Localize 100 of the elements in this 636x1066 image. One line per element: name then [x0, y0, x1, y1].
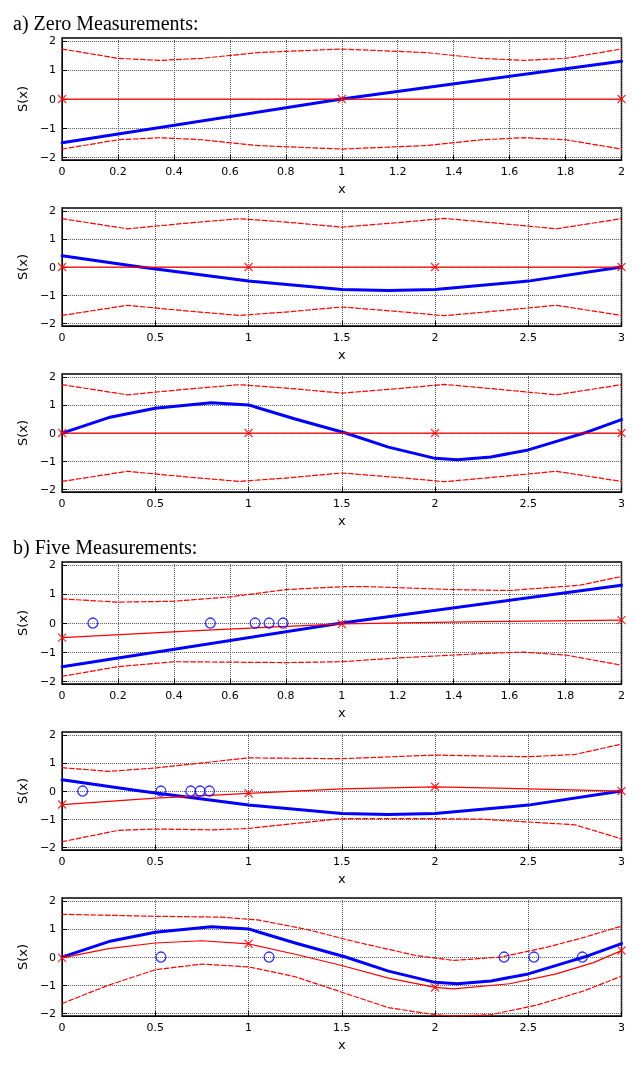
x-axis-title: x — [337, 347, 346, 362]
line-series — [61, 619, 623, 639]
point — [76, 785, 89, 797]
point — [576, 951, 588, 963]
x-tick-label: 1.8 — [556, 165, 575, 179]
y-tick-label: 0 — [49, 950, 57, 964]
line-series — [60, 254, 623, 292]
point — [155, 785, 167, 797]
x-tick-label: 0 — [58, 497, 66, 511]
x-tick-label: 0.4 — [165, 689, 183, 703]
x-tick-label: 2.5 — [519, 497, 538, 511]
x-tick-label: 0.6 — [221, 689, 239, 703]
x-tick-label: 1.4 — [444, 689, 463, 703]
y-tick-label: −1 — [39, 288, 57, 302]
point — [249, 617, 261, 629]
x-tick-label: 2 — [618, 165, 625, 179]
line-series — [61, 470, 623, 483]
x-tick-label: 2 — [618, 689, 625, 703]
x-tick-label: 0.5 — [146, 1021, 165, 1035]
x-tick-label: 2.5 — [519, 1021, 538, 1035]
x-tick-label: 1 — [338, 165, 346, 179]
x-tick-label: 1 — [245, 855, 253, 869]
point — [57, 953, 67, 963]
x-tick-label: 0.5 — [146, 855, 165, 869]
point — [277, 617, 289, 629]
point — [337, 619, 347, 629]
line-series — [60, 925, 623, 986]
y-tick-label: −2 — [39, 840, 57, 854]
point — [194, 785, 206, 797]
point — [263, 617, 275, 629]
line-series — [61, 651, 623, 677]
y-tick-label: 2 — [49, 370, 57, 384]
x-axis-title: x — [337, 513, 346, 528]
x-tick-label: 1.6 — [500, 689, 519, 703]
y-tick-label: −1 — [39, 121, 57, 135]
x-tick-label: 1.5 — [333, 1021, 351, 1035]
chart-title: a) Zero Measurements: — [13, 12, 199, 35]
x-tick-label: 3 — [618, 331, 625, 345]
x-tick-label: 1.6 — [500, 165, 519, 179]
y-tick-label: −1 — [39, 645, 57, 659]
y-axis-title: S(x) — [15, 944, 30, 971]
line-series — [61, 818, 623, 843]
x-tick-label: 1 — [245, 497, 253, 511]
line-series — [61, 217, 623, 230]
x-tick-label: 1.5 — [333, 855, 351, 869]
y-tick-label: −1 — [39, 812, 57, 826]
point — [203, 785, 216, 797]
x-axis-title: x — [337, 1037, 346, 1052]
x-tick-label: 1.2 — [389, 689, 407, 703]
y-tick-label: −1 — [39, 978, 57, 992]
point — [57, 632, 67, 643]
point — [616, 615, 627, 625]
chart-title: b) Five Measurements: — [13, 536, 198, 559]
point — [263, 951, 275, 963]
x-tick-label: 2.5 — [519, 331, 538, 345]
y-tick-label: −2 — [39, 316, 57, 330]
x-tick-label: 1 — [338, 689, 346, 703]
line-series — [60, 778, 623, 816]
y-axis-title: S(x) — [15, 86, 30, 113]
x-tick-label: 1.8 — [556, 689, 575, 703]
x-tick-label: 1.2 — [389, 165, 407, 179]
y-axis-title: S(x) — [15, 778, 30, 805]
x-tick-label: 1.5 — [333, 497, 351, 511]
line-series — [61, 137, 623, 150]
x-tick-label: 0 — [58, 1021, 66, 1035]
x-tick-label: 1.5 — [333, 331, 351, 345]
x-tick-label: 0.8 — [277, 165, 295, 179]
point — [243, 939, 254, 949]
y-tick-label: 2 — [49, 728, 57, 742]
x-tick-label: 0 — [58, 689, 66, 703]
y-tick-label: 2 — [49, 34, 57, 48]
line-series — [61, 575, 623, 603]
y-tick-label: 2 — [49, 558, 57, 572]
line-series — [61, 383, 623, 396]
x-tick-label: 3 — [618, 497, 625, 511]
line-series — [61, 48, 623, 61]
line-series — [61, 913, 623, 962]
x-tick-label: 3 — [618, 1021, 625, 1035]
point — [498, 951, 510, 963]
x-tick-label: 0.5 — [146, 497, 165, 511]
y-tick-label: 1 — [49, 232, 57, 246]
point — [430, 782, 440, 792]
y-tick-label: 2 — [49, 894, 57, 908]
point — [185, 785, 197, 797]
x-tick-label: 3 — [618, 855, 625, 869]
x-tick-label: 2 — [431, 497, 439, 511]
line-series — [61, 743, 623, 772]
point — [87, 617, 99, 629]
point — [155, 951, 167, 963]
y-tick-label: 2 — [49, 204, 57, 218]
point — [204, 617, 216, 629]
y-axis-title: S(x) — [15, 254, 30, 281]
y-tick-label: −2 — [39, 150, 57, 164]
x-tick-label: 1 — [245, 1021, 253, 1035]
y-tick-label: −2 — [39, 482, 57, 496]
x-tick-label: 2 — [431, 855, 439, 869]
y-axis-title: S(x) — [15, 420, 30, 447]
x-axis-title: x — [337, 705, 346, 720]
y-tick-label: 0 — [49, 784, 57, 798]
x-tick-label: 0.2 — [109, 689, 127, 703]
